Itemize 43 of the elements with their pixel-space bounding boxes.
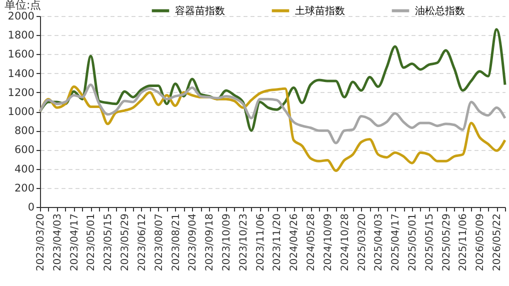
x-tick-label: 2025/04/03 <box>374 214 385 272</box>
x-tick-label: 2023/11/06 <box>255 214 266 272</box>
x-tick-label: 2023/03/20 <box>36 214 46 272</box>
y-tick-label: 1600 <box>8 48 34 61</box>
legend-label: 油松总指数 <box>415 4 465 17</box>
y-tick-label: 1000 <box>8 106 34 118</box>
x-tick-label: 2023/09/18 <box>204 214 216 272</box>
x-tick-label: 2023/09/04 <box>188 214 199 272</box>
x-tick-label: 2023/06/12 <box>136 214 148 272</box>
x-tick-label: 2024/04/26 <box>289 214 300 272</box>
x-tick-label: 2025/05/29 <box>441 214 452 272</box>
x-tick-label: 2026/05/09 <box>475 214 486 272</box>
x-tick-label: 2023/08/07 <box>154 214 165 272</box>
x-tick-label: 2025/04/17 <box>390 214 402 272</box>
x-tick-label: 2023/10/23 <box>238 214 250 272</box>
x-tick-label: 2023/05/15 <box>103 214 114 272</box>
x-tick-label: 2023/04/03 <box>52 214 64 272</box>
y-tick-label: 1400 <box>8 68 34 80</box>
x-tick-label: 2024/10/09 <box>322 214 334 272</box>
y-tick-label: 400 <box>14 163 34 176</box>
x-tick-label: 2023/04/17 <box>69 214 80 272</box>
y-tick-label: 1800 <box>8 30 34 42</box>
line-series <box>38 84 506 144</box>
x-tick-label: 2024/05/28 <box>306 214 318 272</box>
x-tick-label: 2025/05/01 <box>408 214 418 272</box>
y-tick-label: 600 <box>14 144 34 156</box>
y-tick-label: 0 <box>28 202 34 214</box>
y-tick-label: 800 <box>14 125 34 138</box>
y-tick-label: 1200 <box>8 86 34 99</box>
x-tick-label: 2023/08/21 <box>170 214 182 272</box>
x-tick-label: 2025/05/15 <box>424 214 436 272</box>
legend-label: 容器苗指数 <box>175 4 225 17</box>
legend-label: 土球苗指数 <box>295 4 345 17</box>
x-tick-label: 2026/05/22 <box>492 214 504 272</box>
y-tick-label: 2000 <box>8 10 34 22</box>
x-tick-label: 2025/11/06 <box>458 214 470 272</box>
x-tick-label: 2024/10/28 <box>340 214 351 272</box>
x-tick-label: 2023/05/01 <box>86 214 98 272</box>
x-tick-label: 2025/03/20 <box>356 214 368 272</box>
y-tick-label: 200 <box>14 182 34 194</box>
x-tick-label: 2023/05/29 <box>120 214 132 272</box>
x-tick-label: 2023/11/20 <box>272 214 284 272</box>
x-tick-label: 2023/10/09 <box>222 214 232 272</box>
